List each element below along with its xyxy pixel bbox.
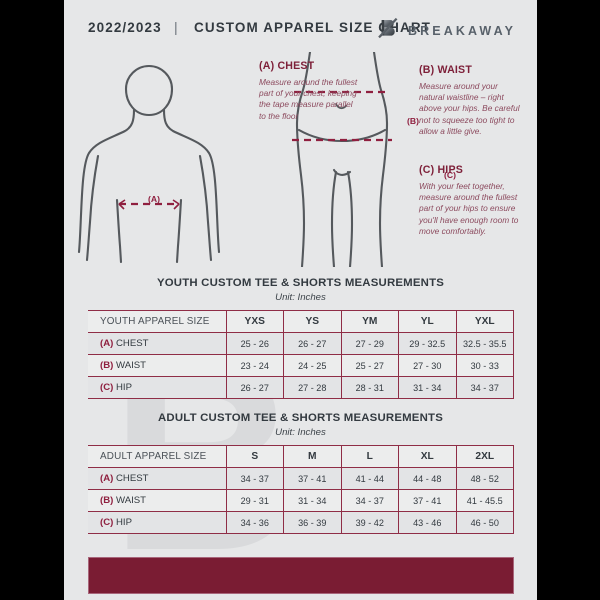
youth-chest-ym: 27 - 29	[341, 332, 399, 355]
adult-hip-xl: 43 - 46	[398, 511, 457, 534]
youth-header-label: YOUTH APPAREL SIZE	[88, 310, 227, 333]
youth-chest-yxl: 32.5 - 35.5	[456, 332, 514, 355]
youth-size-ym: YM	[341, 310, 399, 333]
adult-hip-s: 34 - 36	[226, 511, 284, 534]
chest-caption-title: (A) CHEST	[259, 60, 315, 72]
adult-unit-label: Unit: Inches	[275, 427, 326, 438]
table-row: (B) WAIST 23 - 24 24 - 25 25 - 27 27 - 3…	[88, 354, 514, 377]
adult-row-waist-label: (B) WAIST	[88, 489, 227, 512]
youth-waist-yl: 27 - 30	[398, 354, 457, 377]
waist-mark: (B)	[100, 360, 114, 371]
youth-size-ys: YS	[283, 310, 342, 333]
adult-chest-xl: 44 - 48	[398, 467, 457, 490]
table-row: (C) HIP 26 - 27 27 - 28 28 - 31 31 - 34 …	[88, 376, 514, 399]
adult-size-xl: XL	[398, 445, 457, 468]
hip-label: HIP	[116, 517, 132, 528]
youth-row-chest-label: (A) CHEST	[88, 332, 227, 355]
adult-section-title: ADULT CUSTOM TEE & SHORTS MEASUREMENTS	[158, 412, 443, 424]
adult-row-hip-label: (C) HIP	[88, 511, 227, 534]
adult-row-chest-label: (A) CHEST	[88, 467, 227, 490]
youth-waist-yxl: 30 - 33	[456, 354, 514, 377]
waist-caption-body: Measure around your natural waistline – …	[419, 81, 520, 136]
youth-waist-yxs: 23 - 24	[226, 354, 284, 377]
waist-label: WAIST	[116, 360, 147, 371]
torso-figure	[77, 64, 221, 264]
youth-chest-ys: 26 - 27	[283, 332, 342, 355]
table-row: (A) CHEST 34 - 37 37 - 41 41 - 44 44 - 4…	[88, 467, 514, 490]
hips-caption-title: (C) HIPS	[419, 164, 463, 176]
page-title: CUSTOM APPAREL SIZE CHART	[194, 20, 432, 35]
adult-size-m: M	[283, 445, 342, 468]
adult-chest-s: 34 - 37	[226, 467, 284, 490]
youth-hip-yxs: 26 - 27	[226, 376, 284, 399]
table-row: (C) HIP 34 - 36 36 - 39 39 - 42 43 - 46 …	[88, 511, 514, 534]
youth-hip-yl: 31 - 34	[398, 376, 457, 399]
page-header: 2022/2023 | CUSTOM APPAREL SIZE CHART	[64, 0, 537, 54]
adult-chest-l: 41 - 44	[341, 467, 399, 490]
youth-size-table: YOUTH APPAREL SIZE YXS YS YM YL YXL (A) …	[88, 310, 514, 399]
table-header-row: YOUTH APPAREL SIZE YXS YS YM YL YXL	[88, 310, 514, 333]
adult-size-s: S	[226, 445, 284, 468]
adult-size-l: L	[341, 445, 399, 468]
table-header-row: ADULT APPAREL SIZE S M L XL 2XL	[88, 445, 514, 468]
chest-mark: (A)	[100, 473, 114, 484]
adult-waist-m: 31 - 34	[283, 489, 342, 512]
adult-waist-2xl: 41 - 45.5	[456, 489, 514, 512]
chest-mark: (A)	[100, 338, 114, 349]
youth-hip-ys: 27 - 28	[283, 376, 342, 399]
hip-mark: (C)	[100, 382, 114, 393]
youth-size-yxs: YXS	[226, 310, 284, 333]
hips-caption-body: With your feet together, measure around …	[419, 181, 519, 236]
youth-unit-label: Unit: Inches	[275, 292, 326, 303]
adult-chest-2xl: 48 - 52	[456, 467, 514, 490]
youth-waist-ys: 24 - 25	[283, 354, 342, 377]
adult-hip-2xl: 46 - 50	[456, 511, 514, 534]
waist-marker-label: (B)	[407, 116, 419, 126]
hip-label: HIP	[116, 382, 132, 393]
header-season: 2022/2023	[88, 20, 162, 35]
table-row: (B) WAIST 29 - 31 31 - 34 34 - 37 37 - 4…	[88, 489, 514, 512]
footer-bar	[88, 557, 514, 594]
adult-waist-s: 29 - 31	[226, 489, 284, 512]
youth-chest-yxs: 25 - 26	[226, 332, 284, 355]
youth-chest-yl: 29 - 32.5	[398, 332, 457, 355]
table-row: (A) CHEST 25 - 26 26 - 27 27 - 29 29 - 3…	[88, 332, 514, 355]
youth-size-yxl: YXL	[456, 310, 514, 333]
chest-label: CHEST	[116, 338, 149, 349]
measurement-diagram: (A) (B) (C) (A) CHEST Measure aro	[64, 52, 537, 267]
adult-hip-m: 36 - 39	[283, 511, 342, 534]
youth-section-title: YOUTH CUSTOM TEE & SHORTS MEASUREMENTS	[156, 277, 445, 289]
adult-waist-xl: 37 - 41	[398, 489, 457, 512]
size-chart-page: B 2022/2023 | CUSTOM APPAREL SIZE CHART	[64, 0, 537, 600]
youth-hip-ym: 28 - 31	[341, 376, 399, 399]
youth-hip-yxl: 34 - 37	[456, 376, 514, 399]
chest-label: CHEST	[116, 473, 149, 484]
adult-chest-m: 37 - 41	[283, 467, 342, 490]
chest-marker-label: (A)	[148, 194, 160, 204]
youth-waist-ym: 25 - 27	[341, 354, 399, 377]
adult-waist-l: 34 - 37	[341, 489, 399, 512]
chest-caption-body: Measure around the fullest part of your …	[259, 77, 358, 121]
youth-row-waist-label: (B) WAIST	[88, 354, 227, 377]
adult-hip-l: 39 - 42	[341, 511, 399, 534]
youth-row-hip-label: (C) HIP	[88, 376, 227, 399]
hip-figure	[292, 52, 392, 267]
adult-size-2xl: 2XL	[456, 445, 514, 468]
hip-marker-label: (C)	[444, 170, 456, 180]
waist-caption-title: (B) WAIST	[419, 64, 472, 76]
waist-label: WAIST	[116, 495, 147, 506]
brand-lockup: BREAKAWAY	[377, 16, 516, 45]
youth-size-yl: YL	[398, 310, 457, 333]
header-separator: |	[174, 19, 178, 35]
brand-name: BREAKAWAY	[408, 23, 517, 38]
adult-size-table: ADULT APPAREL SIZE S M L XL 2XL (A) CHES…	[88, 445, 514, 534]
adult-header-label: ADULT APPAREL SIZE	[88, 445, 227, 468]
hip-mark: (C)	[100, 517, 114, 528]
waist-mark: (B)	[100, 495, 114, 506]
breakaway-b-monogram-icon	[377, 16, 399, 45]
